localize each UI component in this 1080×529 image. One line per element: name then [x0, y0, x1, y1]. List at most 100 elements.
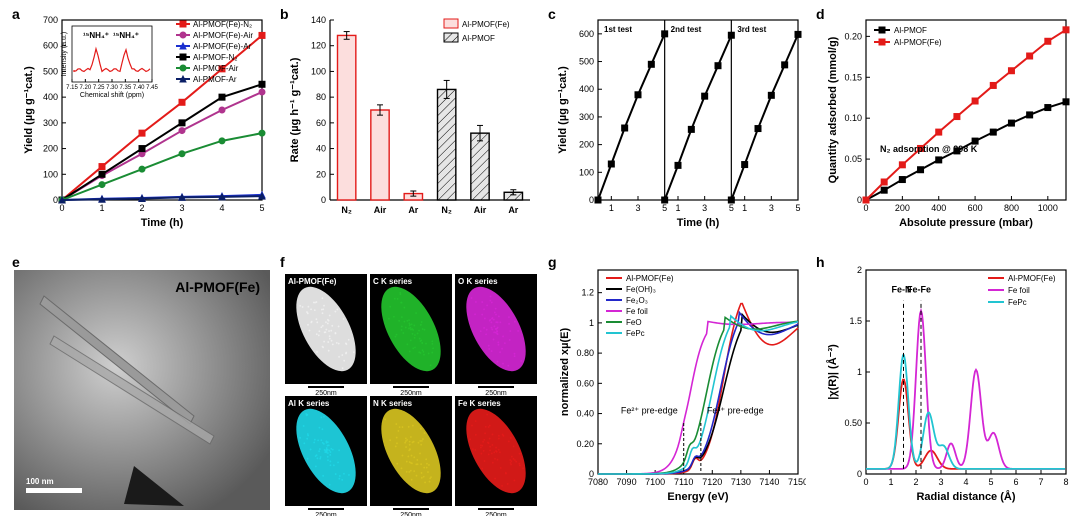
svg-text:Energy (eV): Energy (eV) — [667, 491, 728, 503]
svg-text:250nm: 250nm — [485, 512, 507, 516]
svg-text:7110: 7110 — [674, 477, 693, 487]
svg-text:7140: 7140 — [759, 477, 779, 487]
svg-text:Air: Air — [474, 205, 487, 215]
svg-text:0.20: 0.20 — [576, 439, 594, 449]
svg-text:Air: Air — [374, 205, 387, 215]
svg-text:1: 1 — [675, 203, 680, 213]
svg-text:700: 700 — [43, 15, 58, 25]
svg-text:1: 1 — [742, 203, 747, 213]
svg-text:Al-PMOF-Air: Al-PMOF-Air — [193, 64, 239, 73]
svg-text:Al-PMOF(Fe): Al-PMOF(Fe) — [626, 274, 674, 283]
svg-text:100: 100 — [579, 167, 594, 177]
svg-text:7120: 7120 — [702, 477, 722, 487]
svg-text:Time (h): Time (h) — [141, 217, 184, 229]
svg-text:3: 3 — [702, 203, 707, 213]
panel-h: h 01234567800.5011.52Radial distance (Å)… — [818, 256, 1074, 516]
svg-text:Radial distance (Å): Radial distance (Å) — [916, 490, 1015, 503]
svg-text:1st test: 1st test — [604, 25, 632, 34]
svg-text:1: 1 — [857, 367, 862, 377]
svg-text:7100: 7100 — [645, 477, 665, 487]
svg-text:3rd test: 3rd test — [737, 25, 766, 34]
svg-text:Time (h): Time (h) — [677, 217, 720, 229]
svg-text:Fe-Fe: Fe-Fe — [907, 284, 931, 294]
svg-text:2: 2 — [913, 477, 918, 487]
svg-text:N₂: N₂ — [341, 205, 352, 215]
svg-text:400: 400 — [43, 92, 58, 102]
panel-label-d: d — [816, 6, 825, 22]
svg-text:1000: 1000 — [1038, 203, 1058, 213]
svg-text:Yield (µg g⁻¹cat.): Yield (µg g⁻¹cat.) — [23, 66, 35, 154]
svg-text:0.05: 0.05 — [844, 154, 862, 164]
svg-text:Quantity adsorbed (mmol/g): Quantity adsorbed (mmol/g) — [827, 36, 839, 183]
svg-text:0.60: 0.60 — [576, 378, 594, 388]
svg-text:Fe K series: Fe K series — [458, 399, 501, 408]
svg-text:500: 500 — [579, 57, 594, 67]
svg-text:Al-PMOF(Fe): Al-PMOF(Fe) — [1008, 274, 1056, 283]
svg-text:7.45: 7.45 — [146, 85, 158, 91]
svg-text:Al-PMOF(Fe)-Ar: Al-PMOF(Fe)-Ar — [193, 42, 252, 51]
panel-label-h: h — [816, 254, 825, 270]
svg-text:Intensity (a.u.): Intensity (a.u.) — [61, 32, 68, 76]
svg-text:7: 7 — [1038, 477, 1043, 487]
image-f-eds-maps: Al-PMOF(Fe)250nmC K series250nmO K serie… — [282, 256, 538, 516]
svg-text:FePc: FePc — [1008, 298, 1027, 307]
svg-text:1: 1 — [589, 318, 594, 328]
svg-text:500: 500 — [43, 66, 58, 76]
svg-text:200: 200 — [43, 144, 58, 154]
svg-text:3: 3 — [769, 203, 774, 213]
svg-text:Yield (µg g⁻¹cat.): Yield (µg g⁻¹cat.) — [557, 66, 569, 154]
figure-wrapper: a 0 1 2 3 4 5 0 100 200 3 0 0 400 500 600 700 Time (h) Yi… — [0, 0, 1080, 529]
svg-text:Ar: Ar — [508, 205, 518, 215]
svg-text:3: 3 — [938, 477, 943, 487]
svg-text:Fe₂O₃: Fe₂O₃ — [626, 296, 648, 305]
svg-text:Al-PMOF-Ar: Al-PMOF-Ar — [193, 75, 237, 84]
svg-text:60: 60 — [316, 118, 326, 128]
svg-text:Al-PMOF: Al-PMOF — [894, 26, 927, 35]
svg-text:Fe³⁺ pre-edge: Fe³⁺ pre-edge — [707, 406, 764, 416]
panel-e: e Al-PMOF(Fe)100 nm — [14, 256, 270, 516]
svg-text:normalized xµ(E): normalized xµ(E) — [559, 328, 571, 417]
svg-text:400: 400 — [579, 84, 594, 94]
svg-text:Al K series: Al K series — [288, 399, 330, 408]
svg-text:0: 0 — [857, 195, 862, 205]
panel-b: b 020406080100120140N₂AirArN₂AirArRate (… — [282, 8, 538, 238]
svg-text:40: 40 — [316, 144, 326, 154]
svg-text:800: 800 — [1004, 203, 1019, 213]
svg-text:0.40: 0.40 — [576, 409, 594, 419]
svg-text:1: 1 — [609, 203, 614, 213]
svg-text:100 nm: 100 nm — [26, 477, 54, 486]
svg-text:2: 2 — [139, 203, 144, 213]
svg-text:200: 200 — [895, 203, 910, 213]
svg-text:200: 200 — [579, 140, 594, 150]
svg-text:2: 2 — [857, 265, 862, 275]
svg-text:5: 5 — [662, 203, 667, 213]
svg-text:0: 0 — [321, 195, 326, 205]
svg-text:7130: 7130 — [731, 477, 751, 487]
svg-text:1: 1 — [99, 203, 104, 213]
svg-text:120: 120 — [311, 41, 326, 51]
svg-text:7090: 7090 — [617, 477, 637, 487]
svg-text:8: 8 — [1063, 477, 1068, 487]
svg-text:250nm: 250nm — [315, 390, 337, 397]
chart-d-isotherm: 0200400600800100000.050.100.150.20Absolu… — [818, 8, 1074, 238]
svg-text:5: 5 — [729, 203, 734, 213]
svg-text:Al-PMOF(Fe): Al-PMOF(Fe) — [288, 277, 337, 286]
svg-text:N₂ adsorption @ 298 K: N₂ adsorption @ 298 K — [880, 144, 978, 154]
svg-text:FeO: FeO — [626, 318, 642, 327]
svg-text:0.15: 0.15 — [844, 72, 862, 82]
chart-h-exafs: 01234567800.5011.52Radial distance (Å)|χ… — [818, 256, 1074, 516]
panel-label-e: e — [12, 254, 20, 270]
svg-text:0: 0 — [589, 195, 594, 205]
panel-label-a: a — [12, 6, 20, 22]
svg-text:4: 4 — [219, 203, 224, 213]
svg-text:250nm: 250nm — [400, 512, 422, 516]
svg-text:400: 400 — [931, 203, 946, 213]
svg-text:600: 600 — [43, 41, 58, 51]
chart-c-cycling: 01002003004005006001351st test1352nd tes… — [550, 8, 806, 238]
svg-text:7.15: 7.15 — [66, 85, 78, 91]
svg-text:250nm: 250nm — [485, 390, 507, 397]
svg-text:Al-PMOF-N₂: Al-PMOF-N₂ — [193, 53, 237, 62]
svg-text:20: 20 — [316, 169, 326, 179]
svg-text:0: 0 — [589, 469, 594, 479]
panel-label-g: g — [548, 254, 557, 270]
